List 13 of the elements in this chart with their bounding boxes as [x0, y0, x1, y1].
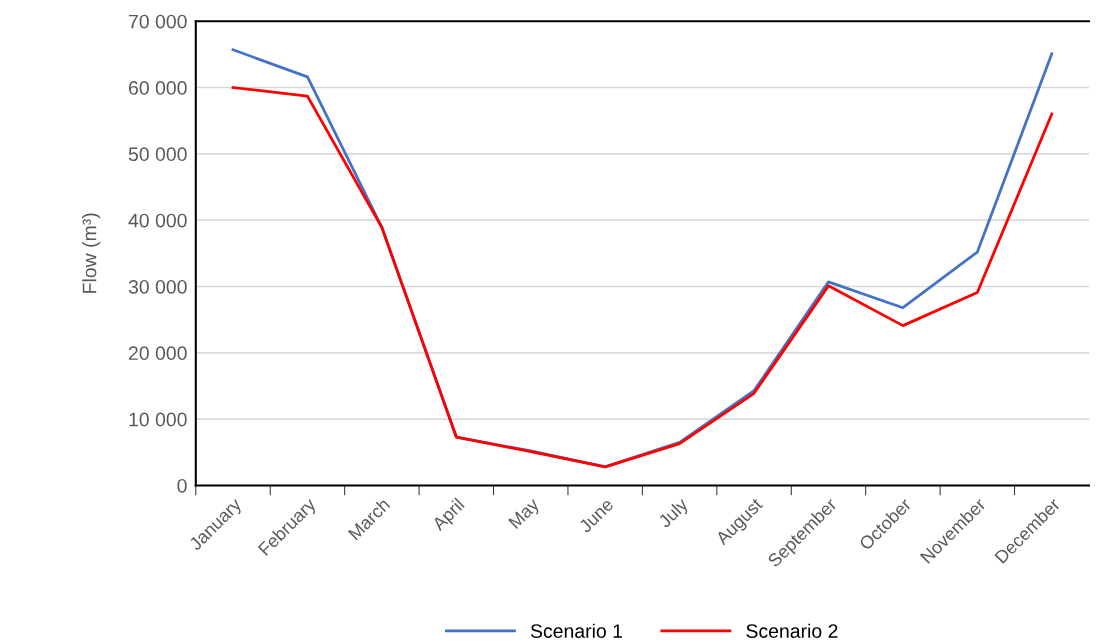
- x-tick-label: May: [508, 497, 543, 532]
- y-tick-label: 50 000: [128, 147, 187, 162]
- y-axis-title: Flow (m³): [82, 213, 101, 293]
- y-tick-label: 40 000: [128, 213, 187, 228]
- y-tick-label: 70 000: [129, 14, 187, 29]
- y-tick-label: 60 000: [128, 81, 187, 95]
- y-tick-label: 10 000: [129, 412, 187, 427]
- legend-label: Scenario 2: [746, 623, 838, 638]
- legend-label: Scenario 1: [530, 623, 623, 638]
- y-tick-label: 30 000: [128, 279, 187, 294]
- y-tick-label: 20 000: [128, 346, 187, 361]
- y-tick-label: 0: [177, 478, 187, 493]
- x-tick-label: July: [657, 496, 692, 531]
